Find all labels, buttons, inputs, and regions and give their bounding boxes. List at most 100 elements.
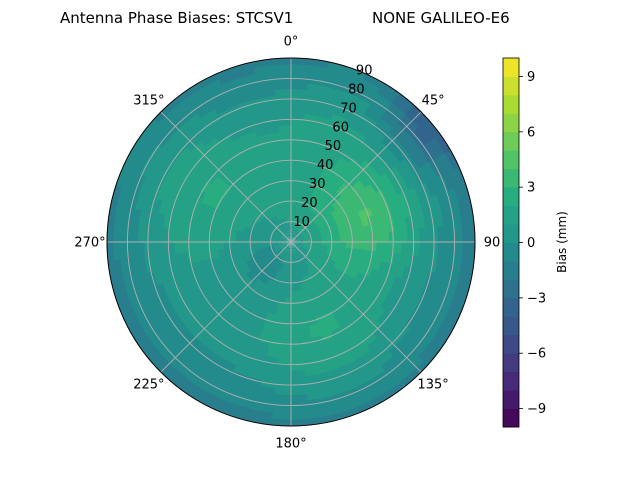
- field-cell: [283, 230, 288, 238]
- field-cell: [425, 242, 434, 259]
- field-cell: [244, 336, 259, 349]
- field-cell: [344, 71, 366, 86]
- field-cell: [291, 185, 298, 194]
- field-cell: [439, 152, 456, 174]
- field-cell: [284, 210, 289, 218]
- field-cell: [289, 394, 308, 403]
- field-cell: [429, 158, 445, 179]
- field-cell: [394, 324, 412, 343]
- field-cell: [170, 343, 189, 362]
- field-cell: [385, 131, 403, 149]
- field-cell: [209, 345, 227, 360]
- field-cell: [235, 66, 258, 79]
- field-cell: [291, 242, 294, 250]
- field-cell: [366, 366, 386, 382]
- field-cell: [184, 331, 201, 348]
- field-cell: [198, 149, 214, 165]
- field-cell: [199, 131, 217, 147]
- field-cell: [291, 111, 306, 121]
- field-cell: [235, 139, 250, 152]
- field-cell: [291, 242, 298, 246]
- field-cell: [231, 337, 247, 350]
- field-cell: [345, 331, 361, 345]
- field-cell: [436, 192, 449, 212]
- field-cell: [120, 293, 135, 315]
- field-cell: [366, 131, 384, 148]
- field-cell: [138, 175, 152, 195]
- field-cell: [327, 321, 341, 334]
- field-cell: [295, 232, 302, 239]
- colorbar-tick-label: −3: [527, 291, 546, 306]
- field-cell: [191, 230, 200, 242]
- field-cell: [207, 327, 223, 343]
- field-cell: [382, 155, 397, 171]
- field-cell: [315, 238, 323, 243]
- field-cell: [277, 237, 286, 241]
- field-cell: [210, 241, 218, 251]
- field-cell: [132, 307, 148, 329]
- field-cell: [363, 361, 382, 377]
- field-cell: [452, 296, 468, 320]
- field-cell: [160, 295, 175, 314]
- field-cell: [134, 326, 153, 348]
- field-cell: [388, 242, 397, 255]
- field-cell: [182, 80, 204, 99]
- field-cell: [223, 82, 244, 97]
- field-cell: [151, 268, 163, 286]
- field-cell: [342, 353, 360, 367]
- field-cell: [224, 325, 239, 339]
- field-cell: [237, 393, 258, 406]
- field-cell: [109, 277, 122, 300]
- field-cell: [234, 235, 243, 242]
- field-cell: [431, 176, 445, 197]
- field-cell: [363, 72, 386, 89]
- colorbar-band: [503, 113, 519, 133]
- colorbar-band: [503, 168, 519, 188]
- radial-label: 40: [317, 158, 334, 173]
- field-cell: [121, 186, 135, 208]
- azimuth-label: 225°: [133, 378, 164, 393]
- field-cell: [136, 240, 145, 259]
- field-cell: [203, 112, 222, 128]
- field-cell: [338, 89, 358, 103]
- field-cell: [370, 192, 383, 206]
- field-cell: [209, 284, 222, 297]
- field-cell: [294, 230, 300, 238]
- field-cell: [271, 237, 280, 241]
- field-cell: [321, 238, 330, 243]
- field-cell: [364, 154, 380, 169]
- field-cell: [291, 228, 294, 237]
- field-cell: [277, 239, 286, 242]
- field-cell: [271, 406, 291, 415]
- field-cell: [295, 284, 302, 293]
- field-cell: [396, 291, 410, 309]
- field-cell: [292, 229, 297, 237]
- field-cell: [170, 141, 188, 160]
- field-cell: [259, 238, 267, 242]
- field-cell: [412, 339, 431, 360]
- radial-label: 60: [332, 120, 349, 135]
- field-cell: [187, 116, 206, 133]
- field-cell: [115, 275, 128, 298]
- field-cell: [245, 135, 260, 147]
- field-cell: [111, 221, 121, 242]
- field-cell: [160, 330, 178, 350]
- field-cell: [286, 197, 292, 206]
- field-cell: [248, 282, 259, 293]
- field-cell: [295, 289, 303, 299]
- field-cell: [140, 323, 158, 344]
- field-cell: [413, 167, 428, 186]
- field-cell: [408, 281, 421, 299]
- field-cell: [210, 295, 223, 309]
- field-cell: [183, 168, 198, 184]
- field-cell: [284, 242, 291, 246]
- field-cell: [407, 170, 422, 189]
- field-cell: [397, 191, 410, 208]
- field-cell: [389, 127, 407, 145]
- field-cell: [431, 194, 443, 213]
- field-cell: [417, 301, 433, 321]
- field-cell: [332, 200, 342, 211]
- colorbar-band: [503, 390, 519, 409]
- field-cell: [283, 242, 291, 245]
- field-cell: [271, 400, 291, 409]
